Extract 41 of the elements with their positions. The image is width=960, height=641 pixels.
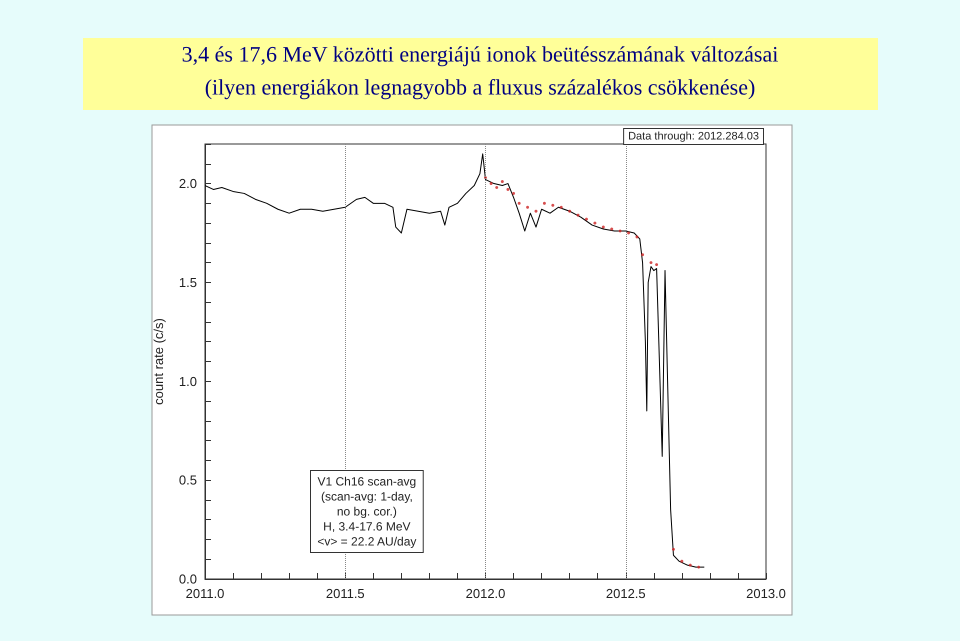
point [641, 253, 644, 256]
point [610, 228, 614, 231]
point [542, 202, 546, 205]
line-series [204, 153, 705, 568]
point [560, 206, 563, 209]
point [495, 186, 498, 189]
point [551, 204, 554, 207]
point [655, 263, 658, 266]
x-tick-label: 2013.0 [746, 586, 786, 601]
point [672, 548, 675, 551]
point [627, 231, 630, 234]
y-axis-title: count rate (c/s) [151, 318, 166, 405]
point [500, 180, 504, 184]
point [490, 182, 493, 186]
text: Data through: 2012.284.03 [628, 130, 760, 142]
y-tick-label: 1.5 [178, 274, 197, 290]
point [584, 218, 588, 221]
point [518, 202, 521, 205]
y-tick-label: 2.0 [178, 176, 197, 192]
chart-subtitle: (ilyen energiákon legnagyobb a fluxus százalékos csökkenése) [204, 74, 756, 100]
x-tick-label: 2012.0 [466, 586, 506, 601]
point [576, 214, 580, 217]
point [635, 235, 638, 238]
point [534, 210, 538, 213]
point [593, 222, 596, 225]
x-tick-label: 2012.5 [606, 586, 646, 601]
point [650, 261, 652, 264]
point [506, 188, 510, 191]
x-tick-label: 2011.0 [186, 586, 224, 601]
point [526, 206, 530, 209]
y-tick-label: 0.5 [178, 472, 197, 488]
point [602, 226, 605, 229]
x-tick-label: 2011.5 [326, 586, 365, 601]
point [697, 566, 700, 569]
annotation: V1 Ch16 scan-avg (scan-avg: 1-day, no bg. cor.) H, 3.4-17.6 MeV <v> = 22.2 AU/day [317, 474, 416, 548]
chart-title: 3,4 és 17,6 MeV közötti energiájú ionok beütésszámának változásai [182, 42, 778, 66]
y-tick-label: 0.0 [178, 572, 197, 586]
y-tick-label: 1.0 [178, 374, 197, 389]
point [680, 560, 684, 563]
point [512, 192, 516, 195]
point [618, 230, 622, 232]
